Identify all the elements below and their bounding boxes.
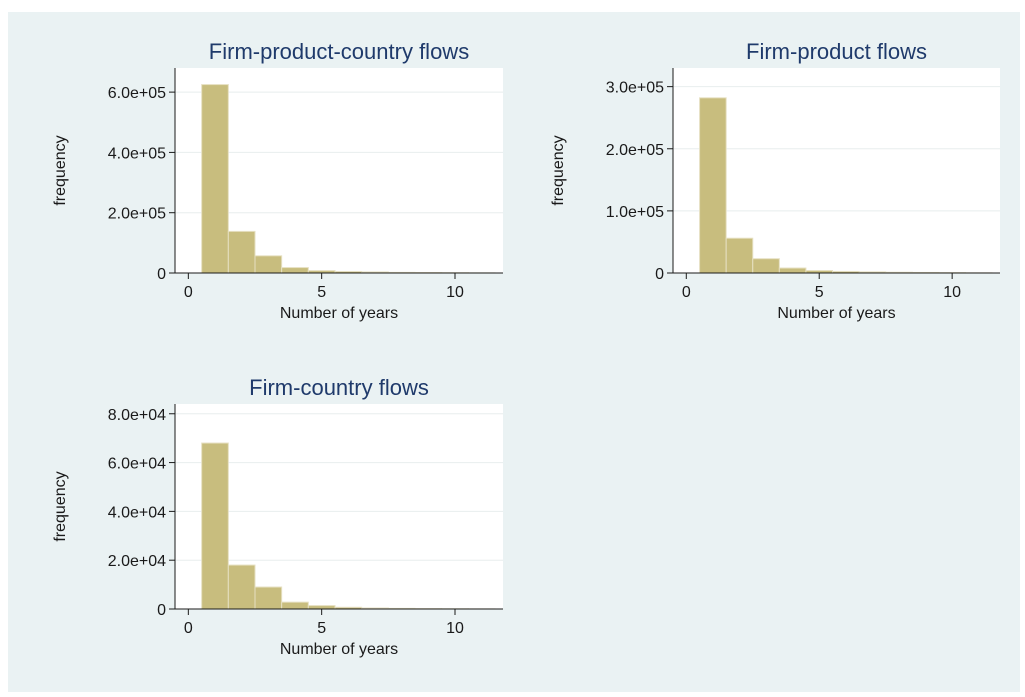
chart-1-bar — [228, 231, 255, 273]
chart-1-x-tick-label: 10 — [446, 284, 464, 301]
chart-3-y-tick-label: 4.0e+04 — [108, 504, 166, 521]
chart-3-x-axis-label: Number of years — [280, 641, 398, 658]
chart-1: 0 2.0e+05 4.0e+05 6.0e+05 0 5 10 Firm-product-c… — [52, 39, 503, 322]
chart-2-y-tick-label: 3.0e+05 — [606, 80, 664, 97]
figure-background: 0 2.0e+05 4.0e+05 6.0e+05 0 5 10 Firm-product-c… — [8, 12, 1020, 692]
chart-1-bar — [255, 256, 282, 273]
chart-2-bar — [753, 259, 780, 273]
chart-2-title: Firm-product flows — [746, 39, 927, 64]
chart-2-x-tick-label: 0 — [682, 284, 691, 301]
histogram-figure: 0 2.0e+05 4.0e+05 6.0e+05 0 5 10 Firm-product-c… — [8, 12, 1020, 692]
chart-1-y-axis-label: frequency — [52, 135, 69, 205]
chart-1-bar — [202, 85, 229, 273]
chart-1-bar — [282, 268, 309, 273]
chart-1-x-tick-label: 5 — [317, 284, 326, 301]
chart-3-bar — [228, 565, 255, 609]
chart-3-y-tick-label: 8.0e+04 — [108, 407, 166, 424]
chart-3-x-tick-label: 10 — [446, 620, 464, 637]
chart-1-title: Firm-product-country flows — [209, 39, 469, 64]
chart-2-x-axis-label: Number of years — [777, 305, 895, 322]
chart-3: 0 2.0e+04 4.0e+04 6.0e+04 8.0e+04 0 5 10 Firm-co… — [52, 375, 503, 658]
chart-2-y-tick-label: 2.0e+05 — [606, 142, 664, 159]
chart-2-bar — [726, 238, 753, 273]
chart-2-y-tick-label: 1.0e+05 — [606, 204, 664, 221]
chart-3-x-tick-label: 0 — [184, 620, 193, 637]
chart-3-title: Firm-country flows — [249, 375, 429, 400]
chart-3-y-axis-label: frequency — [52, 471, 69, 541]
chart-1-y-tick-label: 0 — [157, 266, 166, 283]
chart-2-x-tick-label: 5 — [815, 284, 824, 301]
chart-3-x-tick-label: 5 — [317, 620, 326, 637]
chart-2-x-tick-label: 10 — [943, 284, 961, 301]
chart-3-y-tick-label: 0 — [157, 602, 166, 619]
chart-3-bar — [308, 606, 335, 609]
chart-3-bar — [202, 443, 229, 609]
chart-3-bar — [255, 587, 282, 609]
chart-3-y-tick-label: 2.0e+04 — [108, 553, 166, 570]
chart-3-y-tick-label: 6.0e+04 — [108, 456, 166, 473]
chart-2-y-axis-label: frequency — [550, 135, 567, 205]
chart-1-y-tick-label: 6.0e+05 — [108, 85, 166, 102]
chart-2-y-tick-label: 0 — [655, 266, 664, 283]
chart-1-x-tick-label: 0 — [184, 284, 193, 301]
chart-3-bar — [282, 602, 309, 609]
chart-1-x-axis-label: Number of years — [280, 305, 398, 322]
chart-1-y-tick-label: 4.0e+05 — [108, 145, 166, 162]
chart-2-bar — [779, 268, 806, 273]
chart-2-bar — [700, 98, 727, 273]
chart-2: 0 1.0e+05 2.0e+05 3.0e+05 0 5 10 Firm-product f… — [550, 39, 1000, 322]
chart-1-y-tick-label: 2.0e+05 — [108, 206, 166, 223]
